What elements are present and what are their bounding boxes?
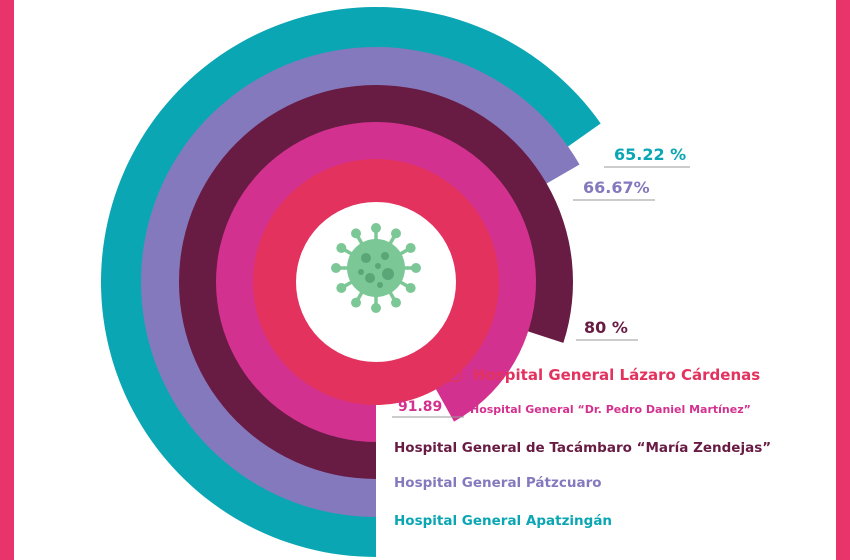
hospital-label-lazaro-cardenas: Hospital General Lázaro Cárdenas bbox=[473, 366, 760, 384]
virus-spot bbox=[382, 268, 394, 280]
frame-right bbox=[836, 0, 850, 560]
virus-spike-tip bbox=[371, 303, 381, 313]
virus-spike-tip bbox=[411, 263, 421, 273]
percent-label-patzcuaro: 66.67% bbox=[583, 178, 650, 197]
virus-spike-tip bbox=[351, 228, 361, 239]
hospital-label-tacambaro: Hospital General de Tacámbaro “María Zen… bbox=[394, 440, 771, 456]
hospital-label-apatzingan: Hospital General Apatzingán bbox=[394, 513, 612, 529]
coronavirus-icon bbox=[331, 223, 421, 313]
virus-spike-tip bbox=[391, 228, 401, 239]
virus-spot bbox=[375, 263, 381, 269]
virus-spike-tip bbox=[336, 283, 347, 293]
frame-left bbox=[0, 0, 14, 560]
virus-spike-tip bbox=[405, 283, 416, 293]
virus-spot bbox=[377, 282, 383, 288]
hospital-label-patzcuaro: Hospital General Pátzcuaro bbox=[394, 475, 602, 491]
percent-label-apatzingan: 65.22 % bbox=[614, 145, 686, 164]
virus-spike-tip bbox=[405, 243, 416, 253]
virus-spike-tip bbox=[336, 243, 347, 253]
percent-label-pedro-daniel: 91.89 % bbox=[398, 399, 461, 415]
hospital-label-pedro-daniel: Hospital General “Dr. Pedro Daniel Martí… bbox=[470, 403, 751, 416]
virus-spike-tip bbox=[351, 297, 361, 308]
virus-spike-tip bbox=[371, 223, 381, 233]
percent-label-tacambaro: 80 % bbox=[584, 318, 628, 337]
badge-outline bbox=[396, 359, 462, 382]
virus-spot bbox=[381, 252, 389, 260]
percent-label-lazaro-cardenas: 100% bbox=[400, 362, 449, 381]
virus-spot bbox=[358, 269, 364, 275]
virus-spike-tip bbox=[391, 297, 401, 308]
virus-spot bbox=[361, 253, 371, 263]
virus-spike-tip bbox=[331, 263, 341, 273]
virus-spot bbox=[365, 273, 375, 283]
